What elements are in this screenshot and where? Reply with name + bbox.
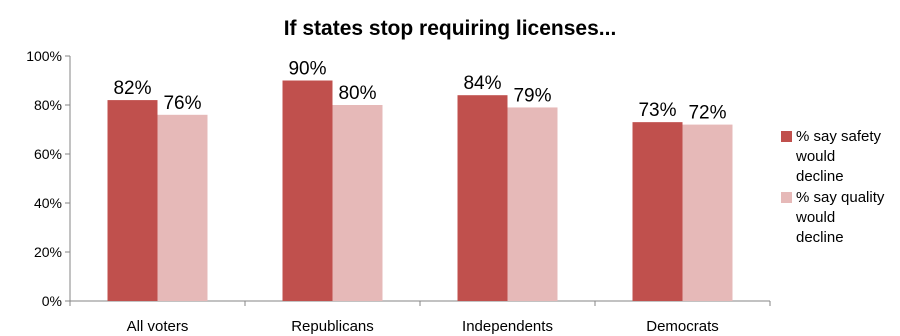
data-labels: 82% 76% 90% 80% 84% 79% 73% 72% <box>113 59 726 124</box>
bar-safety <box>632 122 683 302</box>
data-label: 84% <box>463 73 501 94</box>
y-tick-label: 40% <box>34 195 62 211</box>
y-tick-label: 100% <box>26 48 62 64</box>
y-tick-label: 80% <box>34 97 62 113</box>
data-label: 80% <box>338 83 376 104</box>
bar-quality <box>507 107 558 301</box>
y-tick-label: 0% <box>42 293 62 309</box>
y-tick-label: 20% <box>34 244 62 260</box>
legend-label: % say quality would decline <box>795 189 885 246</box>
chart-title: If states stop requiring licenses... <box>284 17 617 40</box>
bar-safety <box>457 95 508 301</box>
bars <box>107 80 733 302</box>
bar-safety <box>282 80 333 301</box>
legend-swatch <box>781 192 792 203</box>
data-label: 72% <box>688 103 726 124</box>
x-category-label: All voters <box>127 318 189 335</box>
data-label: 90% <box>288 59 326 80</box>
legend-label: % say safety would decline <box>795 128 882 185</box>
data-label: 79% <box>513 85 551 106</box>
bar-safety <box>107 100 158 301</box>
data-label: 73% <box>638 100 676 121</box>
y-tick-label: 60% <box>34 146 62 162</box>
bar-quality <box>682 124 733 301</box>
legend-swatch <box>781 131 792 142</box>
x-category-label: Republicans <box>291 318 374 335</box>
x-category-label: Democrats <box>646 318 719 335</box>
x-category-label: Independents <box>462 318 553 335</box>
data-label: 82% <box>113 78 151 99</box>
axes: 0% 20% 40% 60% 80% 100% All voters Republicans I… <box>26 48 771 335</box>
bar-quality <box>157 114 208 301</box>
bar-quality <box>332 105 383 301</box>
legend: % say safety would decline% say quality wou… <box>781 128 885 246</box>
data-label: 76% <box>163 93 201 114</box>
